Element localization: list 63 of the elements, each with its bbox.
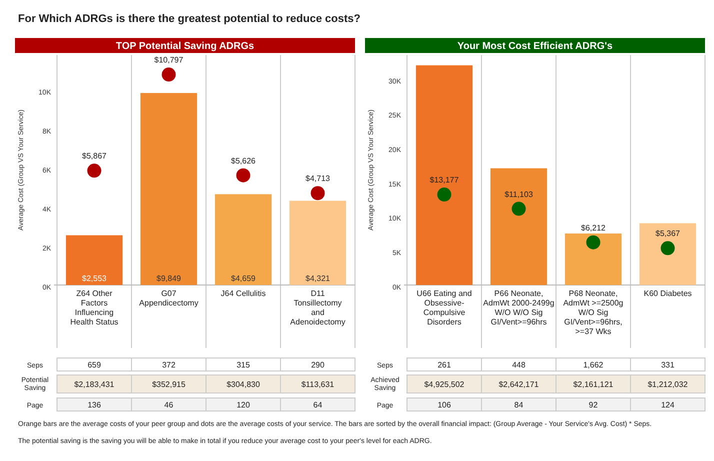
- bar: [140, 93, 198, 285]
- point: [162, 68, 176, 82]
- data-label: $5,626: [231, 156, 256, 166]
- text: 448: [512, 360, 526, 370]
- chart-title: TOP Potential Saving ADRGs: [116, 41, 255, 52]
- data-label: $2,553: [82, 274, 108, 283]
- data-label: $5,367: [656, 229, 681, 238]
- point: [437, 188, 452, 202]
- text: 46: [164, 400, 174, 410]
- chart-title: Your Most Cost Efficient ADRG's: [457, 41, 614, 52]
- text: $113,631: [301, 380, 335, 389]
- x-tick-label: U66 Eating and Obsessive-Compulsive Disorders: [416, 289, 472, 326]
- x-tick-label: P66 Neonate, AdmWt 2000-2499g W/O W/O Sig GI/Vent>=96hrs: [483, 289, 554, 326]
- text: 372: [162, 360, 176, 370]
- x-tick-label: G07 Appendicectomy: [139, 289, 198, 308]
- x-tick-label: K60 Diabetes: [644, 289, 692, 298]
- text: 331: [661, 360, 675, 370]
- point: [660, 241, 675, 256]
- text: $4,925,502: [424, 380, 465, 389]
- data-label: $4,659: [231, 274, 256, 283]
- point: [512, 202, 526, 216]
- x-tick-label: D11 Tonsillectomy and Adenoidectomy: [290, 289, 346, 326]
- data-label: $4,321: [306, 274, 331, 283]
- text: 1,662: [583, 360, 604, 370]
- data-label: $11,103: [504, 190, 534, 199]
- bar: [289, 200, 346, 285]
- text: $2,642,171: [498, 380, 540, 389]
- text: $352,915: [152, 380, 186, 389]
- text: 261: [438, 360, 452, 370]
- data-label: $4,713: [306, 174, 331, 184]
- text: For Which ADRGs is there the greatest potential to reduce costs?: [18, 13, 361, 25]
- data-label: $6,212: [581, 223, 606, 232]
- bar: [639, 223, 696, 285]
- point: [310, 186, 325, 200]
- point: [586, 235, 600, 250]
- bar: [416, 65, 473, 285]
- bar: [66, 235, 123, 285]
- text: $2,161,121: [573, 380, 614, 389]
- x-tick-label: Z64 Other Factors Influencing Health Status: [70, 289, 118, 326]
- text: 84: [514, 400, 524, 410]
- point: [87, 164, 102, 178]
- data-label: $13,177: [430, 176, 460, 185]
- text: $2,183,431: [74, 380, 115, 389]
- data-label: $9,849: [156, 274, 182, 283]
- data-label: $10,797: [154, 56, 184, 65]
- text: 659: [88, 360, 102, 370]
- x-tick-label: P68 Neonate, AdmWt >=2500g W/O Sig GI/Vent>=96hrs, >=37 Wks: [563, 289, 624, 336]
- x-tick-label: J64 Cellulitis: [220, 289, 266, 298]
- data-label: $5,867: [82, 152, 108, 161]
- bar: [564, 234, 622, 285]
- text: $1,212,032: [648, 380, 688, 389]
- text: 315: [236, 360, 250, 370]
- bar: [490, 168, 548, 285]
- text: 290: [311, 360, 325, 370]
- text: $304,830: [226, 380, 260, 389]
- point: [236, 168, 250, 182]
- text: 64: [313, 400, 323, 410]
- text: 106: [438, 400, 452, 410]
- text: 124: [661, 400, 675, 410]
- bar: [214, 194, 272, 285]
- text: 120: [236, 400, 250, 410]
- text: 136: [88, 400, 102, 410]
- text: 92: [588, 400, 598, 410]
